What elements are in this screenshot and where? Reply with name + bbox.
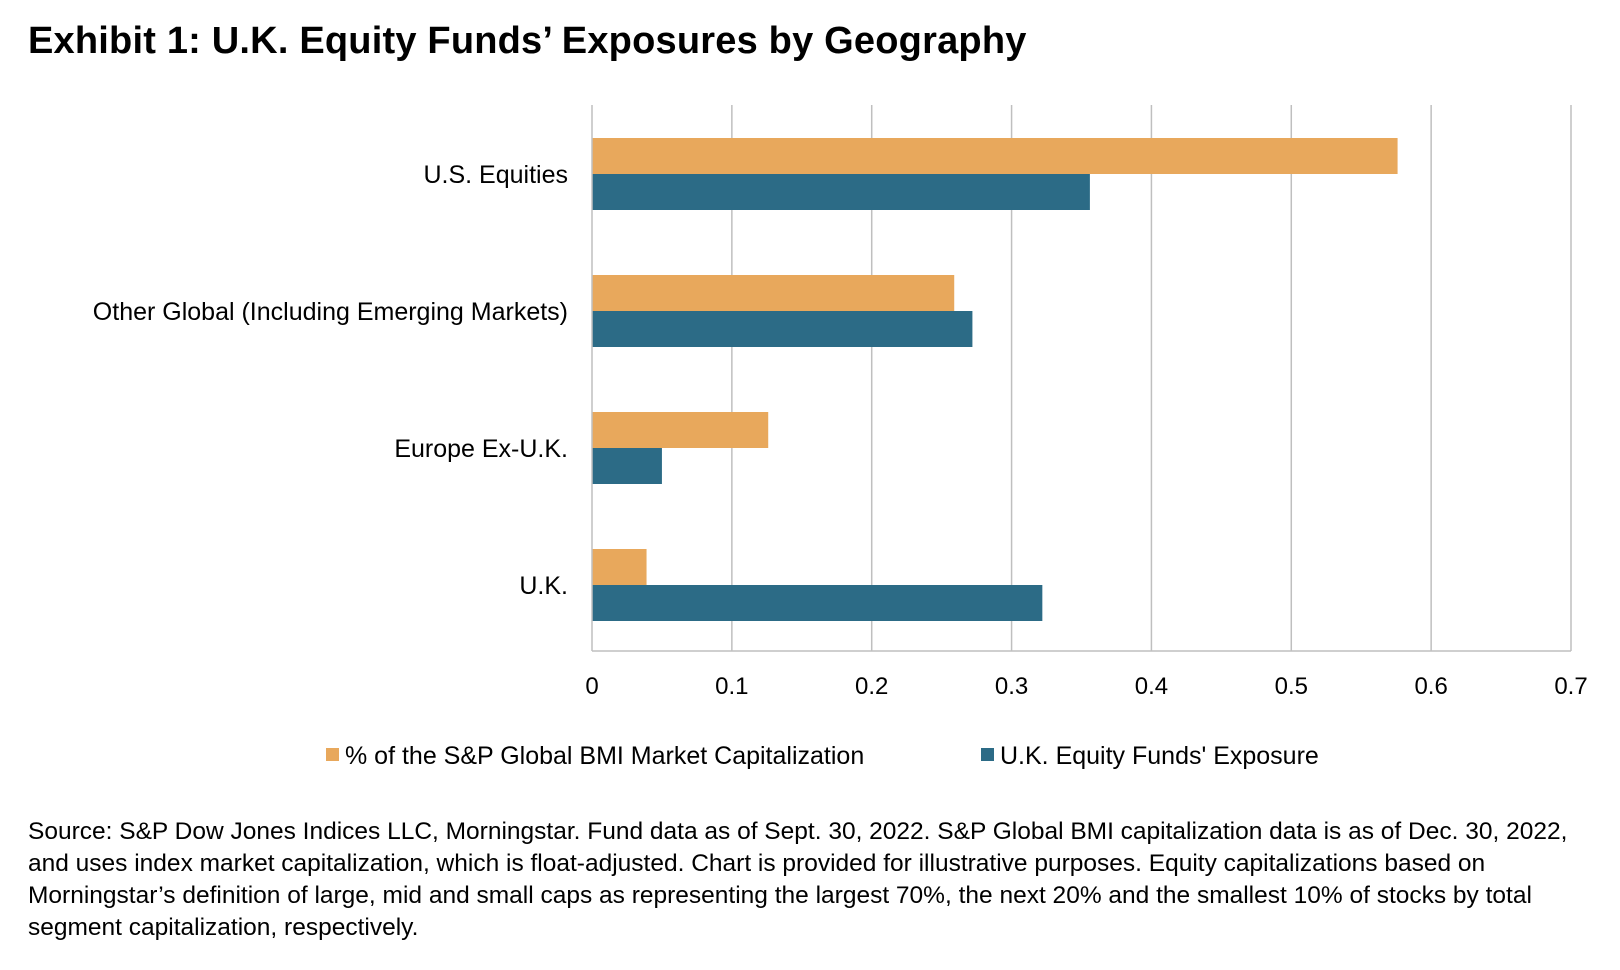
tick-labels: 0 0.1 0.2 0.3 0.4 0.5 0.6 0.7: [585, 673, 1587, 700]
category-label: U.K.: [519, 572, 568, 600]
x-tick-label: 0: [585, 673, 598, 700]
x-tick-label: 0.4: [1135, 673, 1168, 700]
legend-swatch: [326, 748, 339, 761]
bars: [592, 138, 1398, 621]
legend-label: % of the S&P Global BMI Market Capitaliz…: [345, 742, 864, 770]
x-tick-label: 0.2: [855, 673, 888, 700]
chart-title: Exhibit 1: U.K. Equity Funds’ Exposures …: [28, 20, 1027, 62]
bar-market-cap: [592, 275, 955, 311]
bar-fund-exposure: [592, 585, 1043, 621]
bar-market-cap: [592, 138, 1398, 174]
x-tick-label: 0.1: [715, 673, 748, 700]
legend-label: U.K. Equity Funds' Exposure: [1000, 742, 1319, 770]
category-label: Europe Ex-U.K.: [394, 435, 568, 463]
bar-fund-exposure: [592, 174, 1090, 210]
bar-fund-exposure: [592, 448, 662, 484]
axis: [591, 105, 1571, 652]
x-tick-label: 0.6: [1414, 673, 1447, 700]
bar-chart: U.S. Equities Other Global (Including Eme…: [93, 105, 1588, 770]
x-tick-label: 0.7: [1554, 673, 1587, 700]
x-tick-label: 0.3: [995, 673, 1028, 700]
category-label: U.S. Equities: [423, 161, 568, 189]
category-labels: U.S. Equities Other Global (Including Eme…: [93, 161, 568, 600]
bar-market-cap: [592, 412, 769, 448]
legend-swatch: [981, 748, 994, 761]
category-label: Other Global (Including Emerging Markets…: [93, 298, 568, 326]
source-note: Source: S&P Dow Jones Indices LLC, Morni…: [28, 818, 1568, 941]
x-tick-label: 0.5: [1275, 673, 1308, 700]
bar-market-cap: [592, 549, 647, 585]
bar-fund-exposure: [592, 311, 973, 347]
legend: % of the S&P Global BMI Market Capitaliz…: [326, 742, 1319, 770]
